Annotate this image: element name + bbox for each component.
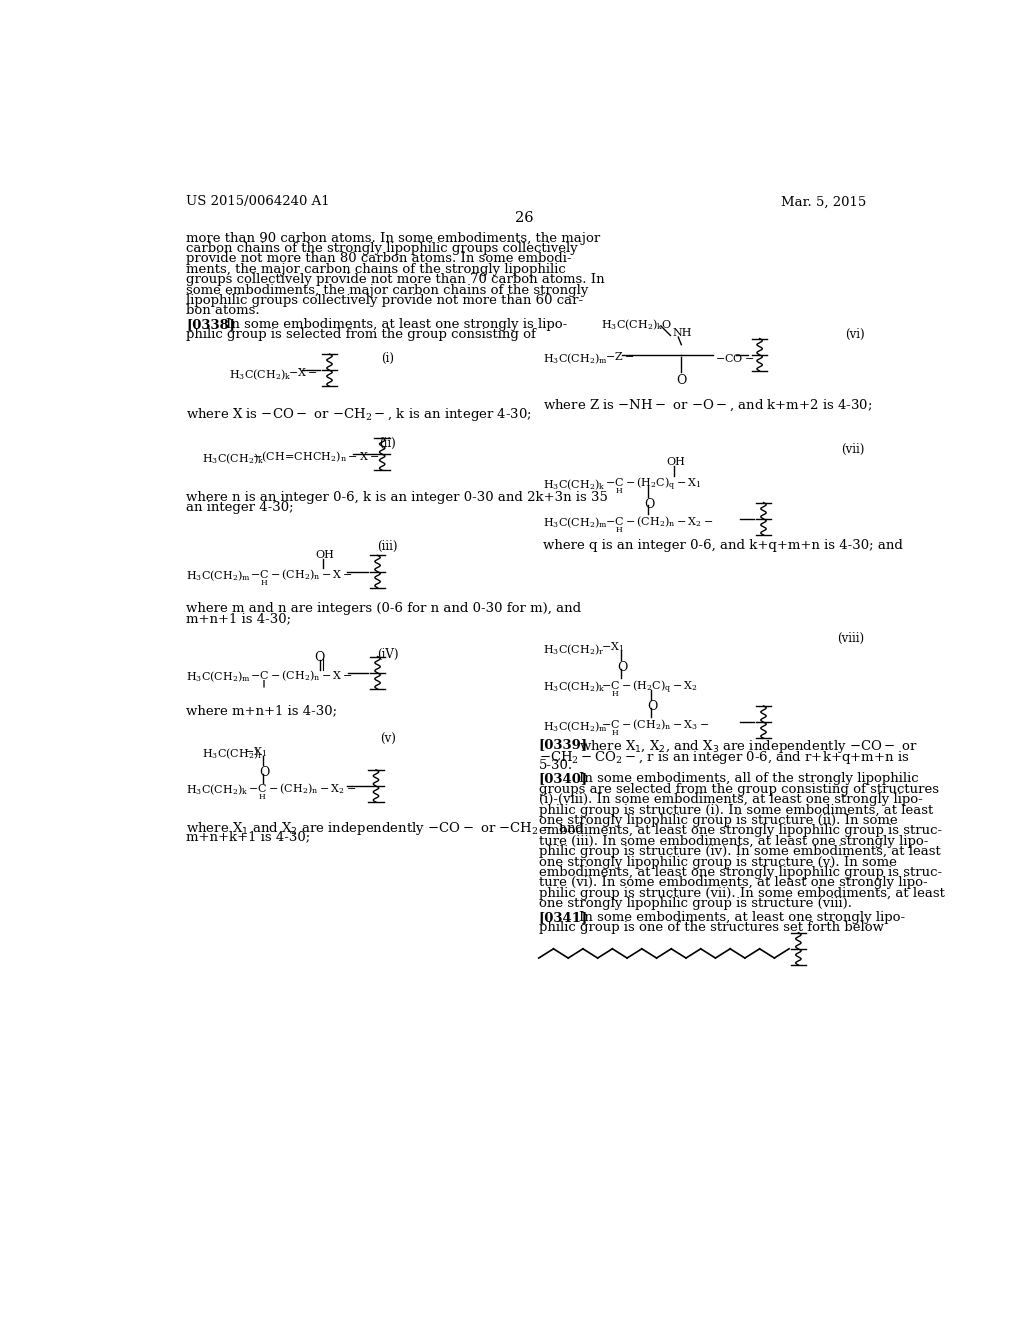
- Text: $\mathregular{H_3C(CH_2)_r}$: $\mathregular{H_3C(CH_2)_r}$: [202, 747, 263, 762]
- Text: one strongly lipophilic group is structure (viii).: one strongly lipophilic group is structu…: [539, 898, 852, 911]
- Text: $\mathregular{-X_1}$: $\mathregular{-X_1}$: [245, 744, 267, 759]
- Text: where m and n are integers (0-6 for n and 0-30 for m), and: where m and n are integers (0-6 for n an…: [186, 602, 582, 615]
- Text: m+n+1 is 4-30;: m+n+1 is 4-30;: [186, 612, 291, 624]
- Text: m+n+k+1 is 4-30;: m+n+k+1 is 4-30;: [186, 830, 310, 843]
- Text: O: O: [259, 766, 269, 779]
- Text: $\mathregular{-X-}$: $\mathregular{-X-}$: [289, 367, 318, 379]
- Text: embodiments, at least one strongly lipophilic group is struc-: embodiments, at least one strongly lipop…: [539, 825, 942, 837]
- Text: (iii): (iii): [378, 540, 398, 553]
- Text: philic group is structure (iv). In some embodiments, at least: philic group is structure (iv). In some …: [539, 845, 940, 858]
- Text: some embodiments, the major carbon chains of the strongly: some embodiments, the major carbon chain…: [186, 284, 589, 297]
- Text: [0340]: [0340]: [539, 772, 588, 785]
- Text: groups are selected from the group consisting of structures: groups are selected from the group consi…: [539, 783, 939, 796]
- Text: $\mathregular{-\underset{H}{C}-(CH_2)_n-X_2-}$: $\mathregular{-\underset{H}{C}-(CH_2)_n-…: [248, 781, 356, 803]
- Text: ture (vi). In some embodiments, at least one strongly lipo-: ture (vi). In some embodiments, at least…: [539, 876, 928, 890]
- Text: $\mathregular{H_3C(CH_2)_k}$: $\mathregular{H_3C(CH_2)_k}$: [186, 783, 249, 797]
- Text: $\mathregular{H_3C(CH_2)_m}$: $\mathregular{H_3C(CH_2)_m}$: [543, 351, 607, 366]
- Text: $\mathregular{-Z-}$: $\mathregular{-Z-}$: [604, 350, 634, 362]
- Text: O: O: [647, 701, 657, 714]
- Text: $\mathregular{-X_1}$: $\mathregular{-X_1}$: [601, 640, 624, 655]
- Text: more than 90 carbon atoms. In some embodiments, the major: more than 90 carbon atoms. In some embod…: [186, 231, 600, 244]
- Text: where Z is $\mathregular{-NH-}$ or $\mathregular{-O-}$, and k+m+2 is 4-30;: where Z is $\mathregular{-NH-}$ or $\mat…: [543, 397, 872, 413]
- Text: (i): (i): [381, 352, 394, 366]
- Text: OH: OH: [667, 457, 685, 467]
- Text: philic group is one of the structures set forth below: philic group is one of the structures se…: [539, 921, 884, 935]
- Text: where X$_1$, X$_2$, and X$_3$ are independently $\mathregular{-CO-}$ or: where X$_1$, X$_2$, and X$_3$ are indepe…: [579, 738, 918, 755]
- Text: where q is an integer 0-6, and k+q+m+n is 4-30; and: where q is an integer 0-6, and k+q+m+n i…: [543, 539, 902, 552]
- Text: carbon chains of the strongly lipophilic groups collectively: carbon chains of the strongly lipophilic…: [186, 242, 578, 255]
- Text: embodiments, at least one strongly lipophilic group is struc-: embodiments, at least one strongly lipop…: [539, 866, 942, 879]
- Text: In some embodiments, all of the strongly lipophilic: In some embodiments, all of the strongly…: [579, 772, 919, 785]
- Text: $\mathregular{H_3C(CH_2)_m}$: $\mathregular{H_3C(CH_2)_m}$: [543, 516, 607, 531]
- Text: US 2015/0064240 A1: US 2015/0064240 A1: [186, 195, 330, 209]
- Text: bon atoms.: bon atoms.: [186, 305, 260, 317]
- Text: lipophilic groups collectively provide not more than 60 car-: lipophilic groups collectively provide n…: [186, 294, 584, 308]
- Text: 5-30.: 5-30.: [539, 759, 572, 772]
- Text: O: O: [617, 661, 628, 675]
- Text: In some embodiments, at least one strongly is lipo-: In some embodiments, at least one strong…: [226, 318, 567, 331]
- Text: $\mathregular{-(CH\!=\!CHCH_2)_n-X-}$: $\mathregular{-(CH\!=\!CHCH_2)_n-X-}$: [252, 449, 379, 465]
- Text: $\mathregular{H_3C(CH_2)_kO}$: $\mathregular{H_3C(CH_2)_kO}$: [601, 318, 672, 333]
- Text: In some embodiments, at least one strongly lipo-: In some embodiments, at least one strong…: [579, 911, 905, 924]
- Text: Mar. 5, 2015: Mar. 5, 2015: [780, 195, 866, 209]
- Text: ments, the major carbon chains of the strongly lipophilic: ments, the major carbon chains of the st…: [186, 263, 566, 276]
- Text: $\mathregular{H_3C(CH_2)_k}$: $\mathregular{H_3C(CH_2)_k}$: [228, 368, 292, 383]
- Text: one strongly lipophilic group is structure (v). In some: one strongly lipophilic group is structu…: [539, 855, 897, 869]
- Text: philic group is selected from the group consisting of: philic group is selected from the group …: [186, 329, 536, 341]
- Text: $\mathregular{-\underset{H}{C}-(H_2C)_q-X_1}$: $\mathregular{-\underset{H}{C}-(H_2C)_q-…: [604, 475, 701, 496]
- Text: $\mathregular{H_3C(CH_2)_k}$: $\mathregular{H_3C(CH_2)_k}$: [543, 478, 605, 492]
- Text: an integer 4-30;: an integer 4-30;: [186, 502, 294, 515]
- Text: where X is $\mathregular{-CO-}$ or $\mathregular{-CH_2-}$, k is an integer 4-30;: where X is $\mathregular{-CO-}$ or $\mat…: [186, 407, 531, 424]
- Text: NH: NH: [672, 327, 691, 338]
- Text: (ii): (ii): [379, 437, 396, 450]
- Text: $\mathregular{H_3C(CH_2)_r}$: $\mathregular{H_3C(CH_2)_r}$: [543, 642, 604, 656]
- Text: [0339]: [0339]: [539, 738, 588, 751]
- Text: $\mathregular{-\underset{H}{C}-(CH_2)_n-X_3-}$: $\mathregular{-\underset{H}{C}-(CH_2)_n-…: [601, 718, 710, 738]
- Text: $\mathregular{-\underset{\Vert}{C}-(CH_2)_n-X-}$: $\mathregular{-\underset{\Vert}{C}-(CH_2…: [251, 668, 353, 689]
- Text: ture (iii). In some embodiments, at least one strongly lipo-: ture (iii). In some embodiments, at leas…: [539, 834, 928, 847]
- Text: $\mathregular{-CH_2-CO_2-}$, r is an integer 0-6, and r+k+q+m+n is: $\mathregular{-CH_2-CO_2-}$, r is an int…: [539, 748, 909, 766]
- Text: (vii): (vii): [841, 444, 864, 457]
- Text: [0338]: [0338]: [186, 318, 236, 331]
- Text: (iV): (iV): [377, 648, 398, 661]
- Text: one strongly lipophilic group is structure (ii). In some: one strongly lipophilic group is structu…: [539, 814, 897, 828]
- Text: O: O: [314, 651, 325, 664]
- Text: groups collectively provide not more than 70 carbon atoms. In: groups collectively provide not more tha…: [186, 273, 605, 286]
- Text: $\mathregular{-CO-}$: $\mathregular{-CO-}$: [715, 351, 754, 364]
- Text: $\mathregular{-\underset{H}{C}-(H_2C)_q-X_2}$: $\mathregular{-\underset{H}{C}-(H_2C)_q-…: [601, 678, 697, 698]
- Text: (viii): (viii): [838, 632, 864, 645]
- Text: (i)-(viii). In some embodiments, at least one strongly lipo-: (i)-(viii). In some embodiments, at leas…: [539, 793, 923, 807]
- Text: OH: OH: [315, 550, 335, 560]
- Text: $\mathregular{H_3C(CH_2)_m}$: $\mathregular{H_3C(CH_2)_m}$: [186, 569, 251, 583]
- Text: O: O: [677, 374, 687, 387]
- Text: philic group is structure (i). In some embodiments, at least: philic group is structure (i). In some e…: [539, 804, 933, 817]
- Text: provide not more than 80 carbon atoms. In some embodi-: provide not more than 80 carbon atoms. I…: [186, 252, 571, 265]
- Text: 26: 26: [515, 211, 535, 224]
- Text: [0341]: [0341]: [539, 911, 588, 924]
- Text: where m+n+1 is 4-30;: where m+n+1 is 4-30;: [186, 705, 337, 717]
- Text: where n is an integer 0-6, k is an integer 0-30 and 2k+3n is 35: where n is an integer 0-6, k is an integ…: [186, 491, 608, 504]
- Text: $\mathregular{H_3C(CH_2)_k}$: $\mathregular{H_3C(CH_2)_k}$: [202, 451, 264, 466]
- Text: $\mathregular{H_3C(CH_2)_m}$: $\mathregular{H_3C(CH_2)_m}$: [543, 719, 607, 734]
- Text: where X$_1$ and X$_2$ are independently $\mathregular{-CO-}$ or $\mathregular{-C: where X$_1$ and X$_2$ are independently …: [186, 820, 585, 837]
- Text: (vi): (vi): [845, 327, 864, 341]
- Text: $\mathregular{-\underset{H}{C}-(CH_2)_n-X-}$: $\mathregular{-\underset{H}{C}-(CH_2)_n-…: [251, 566, 353, 587]
- Text: (v): (v): [380, 733, 395, 746]
- Text: philic group is structure (vii). In some embodiments, at least: philic group is structure (vii). In some…: [539, 887, 944, 900]
- Text: $\mathregular{H_3C(CH_2)_k}$: $\mathregular{H_3C(CH_2)_k}$: [543, 680, 605, 694]
- Text: $\mathregular{H_3C(CH_2)_m}$: $\mathregular{H_3C(CH_2)_m}$: [186, 669, 251, 684]
- Text: O: O: [644, 498, 654, 511]
- Text: $\mathregular{-\underset{H}{C}-(CH_2)_n-X_2-}$: $\mathregular{-\underset{H}{C}-(CH_2)_n-…: [604, 515, 713, 535]
